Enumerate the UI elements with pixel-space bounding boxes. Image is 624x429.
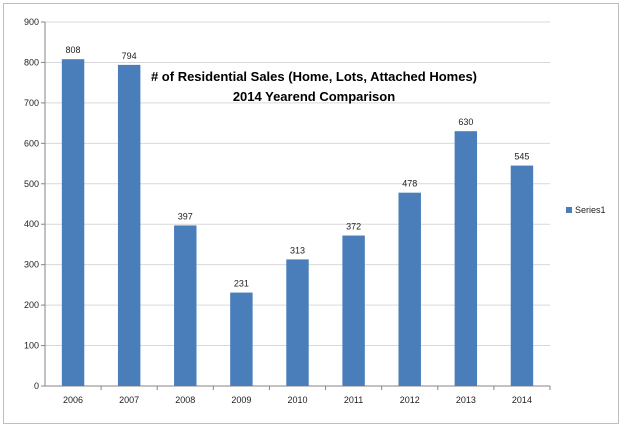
- x-axis-ticks: 2006 2007 2008 2009 2010 2011 2012 2013 2014: [63, 395, 532, 405]
- data-label-2008: 397: [178, 211, 193, 221]
- x-tick-label: 2011: [344, 395, 363, 405]
- y-tick-label: 100: [24, 341, 39, 351]
- y-tick-label: 600: [24, 138, 39, 148]
- bar-2006: [61, 59, 85, 386]
- bar-2008: [174, 225, 197, 386]
- x-tick-label: 2010: [287, 395, 307, 405]
- x-tick-label: 2014: [512, 395, 532, 405]
- data-label-2013: 630: [458, 117, 473, 127]
- y-tick-label: 200: [24, 300, 39, 310]
- legend-label-series1: Series1: [575, 205, 606, 215]
- x-tick-label: 2008: [175, 395, 195, 405]
- bar-2010: [286, 259, 309, 386]
- chart-subtitle: 2014 Yearend Comparison: [233, 89, 395, 104]
- data-label-2007: 794: [122, 51, 137, 61]
- legend-swatch-series1: [566, 207, 572, 213]
- y-tick-label: 900: [24, 17, 39, 27]
- bar-2012: [398, 192, 421, 386]
- data-label-2006: 808: [66, 45, 81, 55]
- y-tick-label: 800: [24, 57, 39, 67]
- bar-2011: [342, 235, 365, 386]
- x-tick-label: 2007: [119, 395, 139, 405]
- bar-2014: [510, 165, 534, 386]
- y-tick-label: 0: [34, 381, 39, 391]
- data-label-2010: 313: [290, 245, 305, 255]
- y-tick-label: 400: [24, 219, 39, 229]
- bars: [61, 59, 534, 387]
- bar-2009: [230, 292, 253, 386]
- data-label-2014: 545: [514, 152, 529, 162]
- x-tick-label: 2013: [456, 395, 476, 405]
- x-tick-label: 2009: [231, 395, 251, 405]
- legend: Series1: [566, 205, 606, 215]
- y-tick-label: 700: [24, 98, 39, 108]
- y-tick-label: 500: [24, 179, 39, 189]
- bar-2007: [117, 64, 141, 387]
- bar-2013: [454, 131, 478, 386]
- y-tick-label: 300: [24, 260, 39, 270]
- data-label-2011: 372: [346, 222, 361, 232]
- x-tick-label: 2012: [400, 395, 420, 405]
- x-tick-label: 2006: [63, 395, 83, 405]
- data-label-2012: 478: [402, 179, 417, 189]
- data-label-2009: 231: [234, 279, 249, 289]
- y-axis-ticks: 0 100 200 300 400 500 600 700 800 900: [24, 17, 39, 391]
- data-labels: 808 794 397 231 313 372 478 630 545: [66, 45, 530, 288]
- chart-title: # of Residential Sales (Home, Lots, Atta…: [151, 69, 477, 84]
